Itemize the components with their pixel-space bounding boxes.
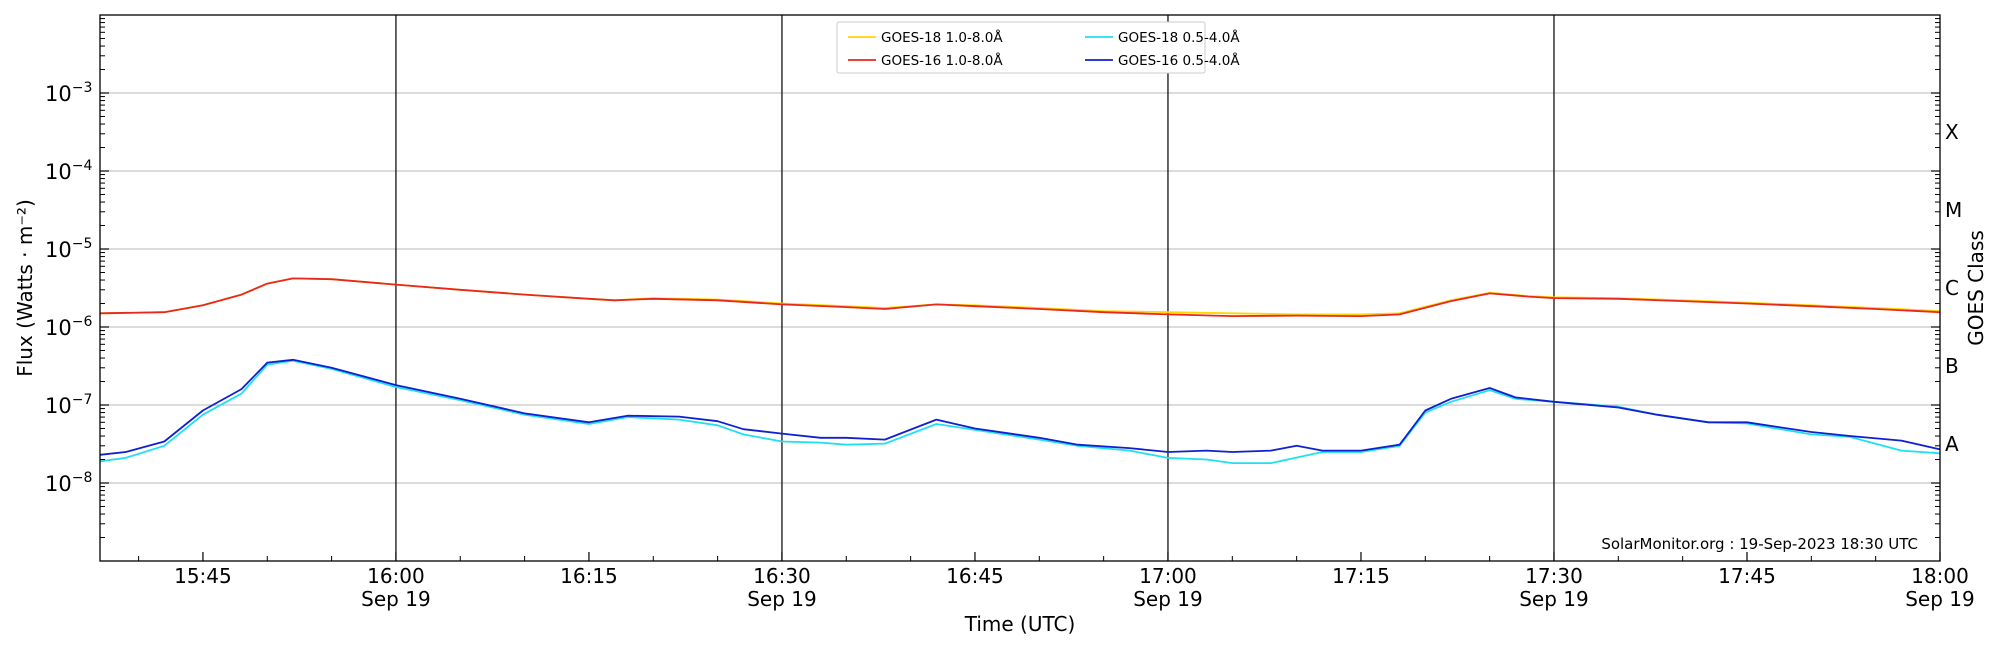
y-tick-label: 10−4 <box>45 158 92 184</box>
x-tick-label: 16:45 <box>946 564 1004 588</box>
x-tick-label: 16:00 <box>367 564 425 588</box>
x-tick-date-label: Sep 19 <box>1905 587 1975 611</box>
y-axis-label: Flux (Watts · m⁻²) <box>13 199 37 377</box>
goes-class-label: A <box>1945 432 1959 456</box>
legend: GOES-18 1.0-8.0Å GOES-16 1.0-8.0Å GOES-18 … <box>836 21 1240 74</box>
x-tick-label: 15:45 <box>174 564 232 588</box>
y-tick-label: 10−7 <box>45 392 92 418</box>
y-tick-label: 10−8 <box>45 470 92 496</box>
x-tick-date-label: Sep 19 <box>1133 587 1203 611</box>
x-axis-label: Time (UTC) <box>964 612 1076 636</box>
plot-frame <box>99 14 1941 562</box>
axis-ticks <box>100 18 1941 561</box>
legend-entry-label: GOES-16 0.5-4.0Å <box>1118 52 1240 69</box>
y-tick-label: 10−6 <box>45 314 92 340</box>
x-tick-label: 17:15 <box>1332 564 1390 588</box>
day-markers <box>395 15 1555 561</box>
series-line <box>99 277 1941 317</box>
x-tick-date-label: Sep 19 <box>1519 587 1589 611</box>
y-tick-label: 10−3 <box>45 80 92 106</box>
x-tick-date-label: Sep 19 <box>361 587 431 611</box>
goes-class-label: X <box>1945 120 1959 144</box>
legend-entry-label: GOES-18 0.5-4.0Å <box>1118 29 1240 46</box>
credit-annotation: SolarMonitor.org : 19-Sep-2023 18:30 UTC <box>1601 535 1918 553</box>
goes-class-label: B <box>1945 354 1959 378</box>
series-lines <box>99 277 1941 464</box>
x-tick-label: 17:00 <box>1139 564 1197 588</box>
x-tick-label: 17:30 <box>1525 564 1583 588</box>
series-line <box>99 358 1941 456</box>
goes-class-label: C <box>1945 276 1959 300</box>
legend-entry-label: GOES-18 1.0-8.0Å <box>881 29 1003 46</box>
legend-entry-label: GOES-16 1.0-8.0Å <box>881 52 1003 69</box>
x-tick-date-label: Sep 19 <box>747 587 817 611</box>
goes-class-label: M <box>1945 198 1962 222</box>
x-tick-label: 16:30 <box>753 564 811 588</box>
y-tick-label: 10−5 <box>45 236 92 262</box>
right-axis-label: GOES Class <box>1964 230 1988 346</box>
x-tick-label: 17:45 <box>1718 564 1776 588</box>
x-tick-label: 16:15 <box>560 564 618 588</box>
x-tick-label: 18:00 <box>1911 564 1969 588</box>
gridlines <box>100 92 1940 484</box>
